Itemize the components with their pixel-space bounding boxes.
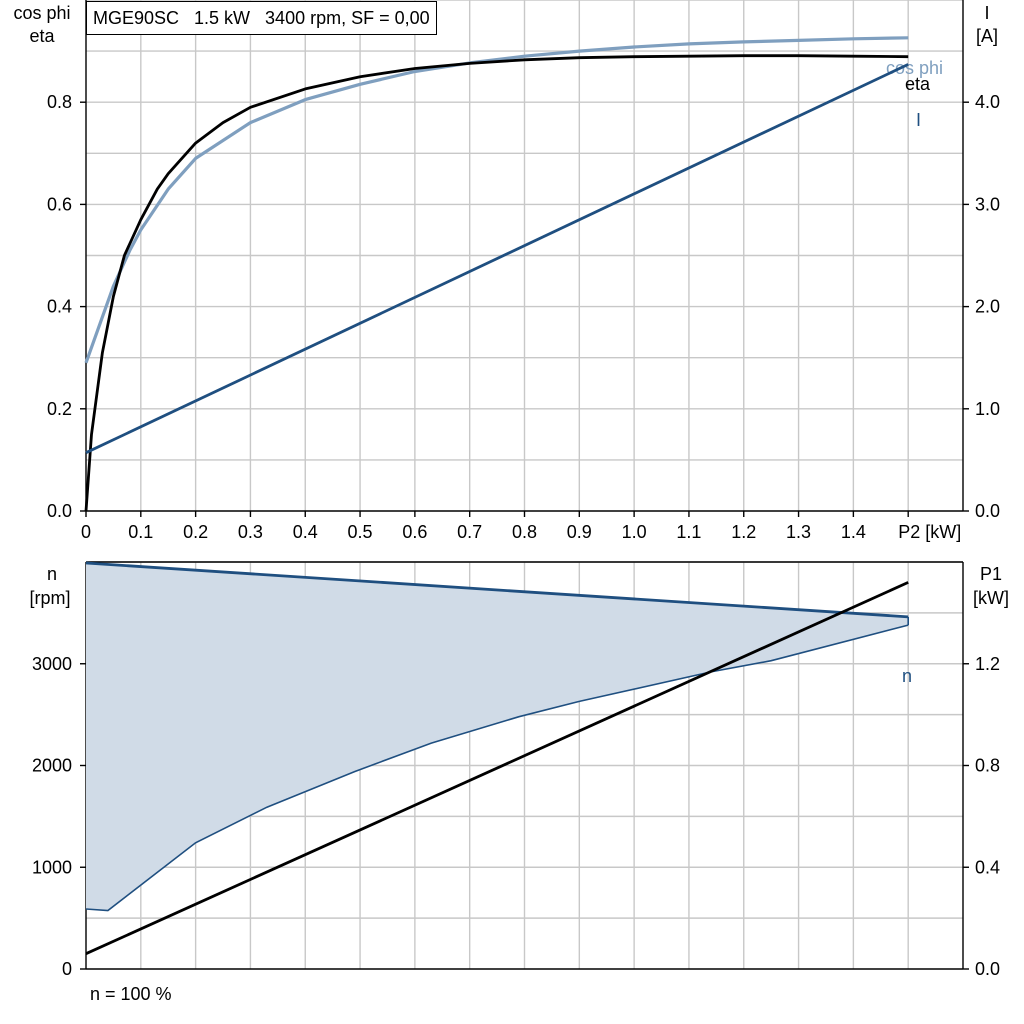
bottom-left-tick-label: 0 [62, 959, 72, 979]
bottom-left-tick-label: 1000 [32, 857, 72, 877]
top-x-tick-label: 0.9 [567, 522, 592, 542]
bottom-left-axis-title-2: [rpm] [29, 588, 70, 608]
top-left-tick-label: 0.0 [47, 501, 72, 521]
series-line-cos-phi [84, 36, 909, 364]
bottom-right-tick-label: 0.8 [975, 756, 1000, 776]
series-line-P1 [85, 581, 909, 955]
bottom-left-axis-title-1: n [47, 564, 57, 584]
top-x-tick-label: 0.2 [183, 522, 208, 542]
top-left-tick-label: 0.4 [47, 297, 72, 317]
series-label-eta: eta [905, 74, 931, 94]
series-label-n: n [902, 666, 912, 686]
top-x-tick-label: 0.3 [238, 522, 263, 542]
bottom-right-tick-label: 0.0 [975, 959, 1000, 979]
series-line-eta [84, 54, 909, 512]
speed-band-area [86, 563, 909, 911]
top-right-tick-label: 3.0 [975, 194, 1000, 214]
top-x-tick-label: 1.3 [786, 522, 811, 542]
top-right-tick-label: 0.0 [975, 501, 1000, 521]
top-x-tick-label: 0 [81, 522, 91, 542]
bottom-right-axis-title-1: P1 [980, 564, 1002, 584]
bottom-left-tick-label: 2000 [32, 756, 72, 776]
top-x-tick-label: 1.4 [841, 522, 866, 542]
bottom-right-axis-title-2: [kW] [973, 588, 1009, 608]
series-label-cos-phi: cos phi [886, 58, 943, 78]
motor-info-box: MGE90SC 1.5 kW 3400 rpm, SF = 0,00 [86, 1, 437, 35]
top-right-tick-label: 2.0 [975, 297, 1000, 317]
top-left-tick-label: 0.8 [47, 92, 72, 112]
top-x-tick-label: 1.1 [676, 522, 701, 542]
speed-band-upper-line [85, 561, 909, 619]
top-x-tick-label: 0.5 [348, 522, 373, 542]
top-left-axis-title-1: cos phi [13, 3, 70, 23]
bottom-right-tick-label: 1.2 [975, 654, 1000, 674]
top-right-tick-label: 4.0 [975, 92, 1000, 112]
top-right-tick-label: 1.0 [975, 399, 1000, 419]
top-left-tick-label: 0.6 [47, 194, 72, 214]
top-x-tick-label: 0.4 [293, 522, 318, 542]
top-x-tick-label: 0.7 [457, 522, 482, 542]
top-left-axis-title-2: eta [29, 26, 55, 46]
top-x-axis-label: P2 [kW] [898, 522, 961, 542]
bottom-left-tick-label: 3000 [32, 654, 72, 674]
top-x-tick-label: 0.6 [402, 522, 427, 542]
speed-band-lower-line [85, 624, 909, 912]
top-x-tick-label: 1.0 [622, 522, 647, 542]
top-right-axis-title-2: [A] [976, 26, 998, 46]
bottom-right-tick-label: 0.4 [975, 857, 1000, 877]
top-right-axis-title-1: I [984, 3, 989, 23]
top-left-tick-label: 0.2 [47, 399, 72, 419]
series-label-I: I [916, 110, 921, 130]
top-x-tick-label: 0.8 [512, 522, 537, 542]
top-x-tick-label: 0.1 [128, 522, 153, 542]
top-x-tick-label: 1.2 [731, 522, 756, 542]
speed-note: n = 100 % [90, 984, 172, 1004]
series-line-I [85, 63, 909, 454]
